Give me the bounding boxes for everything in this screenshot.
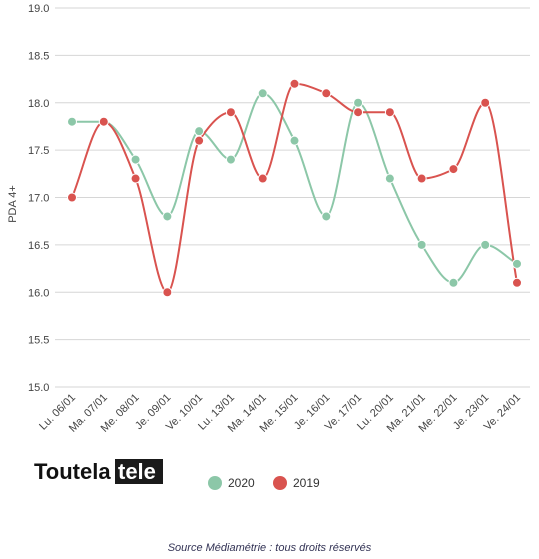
data-point-2020[interactable] <box>353 97 364 108</box>
data-point-2020[interactable] <box>480 239 491 250</box>
y-tick-label: 16.0 <box>28 287 49 299</box>
data-point-2020[interactable] <box>194 126 205 137</box>
data-point-2019[interactable] <box>353 107 364 118</box>
data-point-2019[interactable] <box>225 107 236 118</box>
data-point-2020[interactable] <box>162 211 173 222</box>
data-point-2020[interactable] <box>289 135 300 146</box>
y-tick-label: 18.5 <box>28 50 49 62</box>
data-point-2019[interactable] <box>130 173 141 184</box>
legend-label-2020[interactable]: 2020 <box>228 476 255 490</box>
data-point-2020[interactable] <box>512 258 522 269</box>
y-tick-label: 15.0 <box>28 382 49 394</box>
data-point-2019[interactable] <box>257 173 268 184</box>
data-point-2019[interactable] <box>448 164 459 175</box>
gridlines <box>55 7 530 388</box>
legend-marker-2020[interactable] <box>208 476 222 490</box>
data-point-2019[interactable] <box>194 135 205 146</box>
data-point-2020[interactable] <box>448 277 459 288</box>
data-point-2019[interactable] <box>162 287 173 298</box>
y-tick-label: 15.5 <box>28 335 49 347</box>
data-point-2019[interactable] <box>98 116 109 127</box>
y-tick-label: 17.5 <box>28 145 49 157</box>
data-point-2020[interactable] <box>384 173 395 184</box>
y-axis-ticks: 15.0 15.5 16.0 16.5 17.0 17.5 18.0 18.5 19.0 <box>28 3 49 394</box>
data-point-2020[interactable] <box>321 211 332 222</box>
data-point-2019[interactable] <box>416 173 427 184</box>
data-point-2019[interactable] <box>480 97 491 108</box>
data-point-2019[interactable] <box>321 88 332 99</box>
logo-text-part2: tele <box>118 459 156 484</box>
y-tick-label: 16.5 <box>28 240 49 252</box>
logo-box <box>115 459 163 484</box>
data-point-2020[interactable] <box>257 88 268 99</box>
data-point-2020[interactable] <box>225 154 236 165</box>
y-tick-label: 17.0 <box>28 193 49 205</box>
data-point-2019[interactable] <box>67 192 77 203</box>
y-tick-label: 18.0 <box>28 98 49 110</box>
legend-marker-2019[interactable] <box>273 476 287 490</box>
logo-text-part1: Toutela <box>34 459 111 484</box>
data-point-2019[interactable] <box>289 78 300 89</box>
series-lines <box>71 82 518 294</box>
legend: 2020 2019 <box>208 476 320 490</box>
legend-label-2019[interactable]: 2019 <box>293 476 320 490</box>
data-point-2020[interactable] <box>130 154 141 165</box>
y-axis-title: PDA 4+ <box>7 185 19 223</box>
data-point-2020[interactable] <box>416 239 427 250</box>
series-points <box>67 78 522 298</box>
y-tick-label: 19.0 <box>28 3 49 15</box>
data-point-2019[interactable] <box>384 107 395 118</box>
series-line-2019 <box>71 82 518 294</box>
source-note: Source Médiamétrie : tous droits réservé… <box>167 542 372 554</box>
logo: Toutela tele <box>34 459 163 484</box>
data-point-2019[interactable] <box>512 277 522 288</box>
data-point-2020[interactable] <box>67 116 77 127</box>
